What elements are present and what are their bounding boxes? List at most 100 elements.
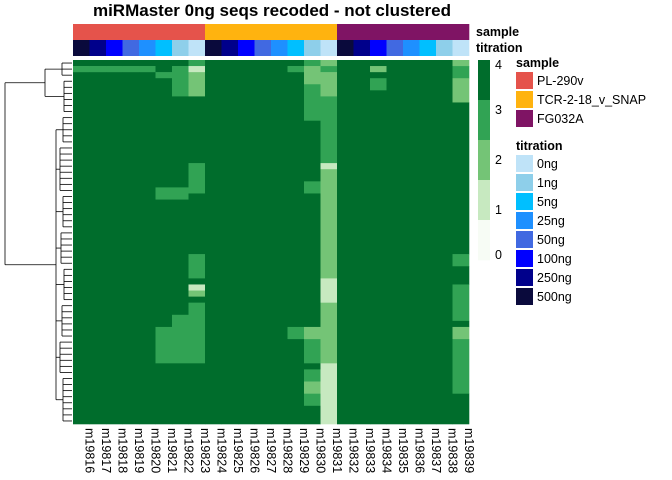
color-scale-tick: 0 bbox=[495, 248, 502, 262]
color-scale-tick: 2 bbox=[495, 153, 502, 167]
heat-cell bbox=[89, 60, 107, 67]
column-label: m19821 bbox=[165, 428, 179, 473]
titration-cell-m19835 bbox=[386, 40, 404, 56]
sample-cell-m19821 bbox=[155, 24, 173, 40]
heat-cell bbox=[172, 60, 189, 67]
titration-legend-swatch bbox=[516, 155, 533, 172]
heat-cell bbox=[188, 290, 206, 297]
value-color-scale: 0 1 2 3 4 bbox=[478, 58, 502, 262]
sample-legend-title: sample bbox=[516, 56, 559, 70]
sample-cell-m19829 bbox=[287, 24, 305, 40]
color-scale-swatch bbox=[478, 180, 490, 221]
column-label: m19826 bbox=[247, 428, 261, 473]
heat-cell bbox=[370, 72, 387, 79]
titration-legend-label: 5ng bbox=[537, 195, 558, 209]
titration-legend-title: titration bbox=[516, 139, 563, 153]
titration-legend-label: 50ng bbox=[537, 233, 565, 247]
titration-cell-m19828 bbox=[271, 40, 288, 56]
column-label: m19820 bbox=[148, 428, 162, 473]
titration-cell-m19827 bbox=[254, 40, 272, 56]
sample-cell-m19816 bbox=[73, 24, 90, 40]
heat-cell bbox=[155, 187, 173, 200]
heat-cell bbox=[73, 72, 90, 425]
sample-cell-m19827 bbox=[254, 24, 272, 40]
heat-cell bbox=[452, 266, 470, 285]
column-label: m19816 bbox=[82, 428, 96, 473]
sample-legend-label: TCR-2-18_v_SNAP bbox=[537, 93, 646, 107]
column-label: m19838 bbox=[445, 428, 459, 473]
sample-cell-m19838 bbox=[436, 24, 453, 40]
heat-cell bbox=[304, 381, 321, 394]
heat-cell bbox=[122, 60, 140, 67]
titration-cell-m19839 bbox=[452, 40, 470, 56]
heat-cell bbox=[106, 60, 123, 67]
color-scale-tick: 1 bbox=[495, 203, 502, 217]
heat-cell bbox=[370, 78, 387, 91]
titration-annotation-label: titration bbox=[476, 41, 523, 55]
sample-cell-m19837 bbox=[419, 24, 437, 40]
color-scale-swatch bbox=[478, 140, 490, 181]
titration-legend-label: 250ng bbox=[537, 271, 572, 285]
titration-legend-label: 1ng bbox=[537, 176, 558, 190]
heat-cell bbox=[452, 102, 470, 255]
sample-cell-m19818 bbox=[106, 24, 123, 40]
heat-cell bbox=[188, 254, 206, 279]
column-label: m19836 bbox=[412, 428, 426, 473]
heat-cell bbox=[304, 405, 321, 425]
column-label: m19819 bbox=[132, 428, 146, 473]
heat-cell bbox=[320, 363, 338, 425]
heat-cell bbox=[452, 393, 470, 425]
heat-cell bbox=[452, 320, 470, 328]
heat-cell bbox=[304, 393, 321, 407]
heat-cell bbox=[320, 302, 338, 364]
heat-cell bbox=[452, 66, 470, 79]
heat-cell bbox=[155, 72, 173, 79]
heat-cell bbox=[155, 60, 173, 73]
heat-cell bbox=[403, 60, 420, 425]
heat-cell bbox=[122, 66, 140, 73]
column-label: m19835 bbox=[396, 428, 410, 473]
titration-legend-label: 500ng bbox=[537, 290, 572, 304]
color-scale-swatch bbox=[478, 100, 490, 141]
heat-cell bbox=[172, 199, 189, 316]
sample-cell-m19820 bbox=[139, 24, 156, 40]
column-label: m19837 bbox=[429, 428, 443, 473]
column-labels: m19816 m19817 m19818 m19819 m19820 m19821 m198… bbox=[82, 428, 476, 473]
heat-cell bbox=[238, 60, 255, 425]
titration-cell-m19823 bbox=[188, 40, 206, 56]
sample-cell-m19836 bbox=[403, 24, 420, 40]
heat-cell bbox=[106, 72, 123, 425]
titration-legend-swatch bbox=[516, 231, 533, 248]
heat-cell bbox=[122, 72, 140, 425]
titration-cell-m19821 bbox=[155, 40, 173, 56]
column-label: m19829 bbox=[297, 428, 311, 473]
titration-cell-m19831 bbox=[320, 40, 338, 56]
heat-cell bbox=[172, 66, 189, 97]
heat-cell bbox=[188, 284, 206, 291]
heat-cell bbox=[155, 199, 173, 328]
heat-cell bbox=[106, 66, 123, 73]
color-scale-tick: 4 bbox=[495, 58, 502, 72]
heat-cell bbox=[188, 72, 206, 97]
sample-legend: PL-290v TCR-2-18_v_SNAP FG032A bbox=[516, 72, 646, 127]
heat-cell bbox=[452, 326, 470, 340]
heat-cell bbox=[254, 60, 272, 425]
titration-cell-m19820 bbox=[139, 40, 156, 56]
heat-cell bbox=[188, 66, 206, 73]
heat-cell bbox=[287, 72, 305, 328]
titration-legend-swatch bbox=[516, 288, 533, 305]
column-label: m19824 bbox=[214, 428, 228, 473]
heat-cell bbox=[89, 66, 107, 73]
heat-cell bbox=[304, 369, 321, 382]
heat-cell bbox=[304, 181, 321, 194]
heat-cell bbox=[320, 72, 338, 97]
heat-cell bbox=[73, 66, 90, 73]
heat-cell bbox=[172, 96, 189, 188]
titration-cell-m19832 bbox=[337, 40, 354, 56]
titration-cell-m19838 bbox=[436, 40, 453, 56]
sample-cell-m19817 bbox=[89, 24, 107, 40]
column-label: m19833 bbox=[363, 428, 377, 473]
heat-cell bbox=[452, 78, 470, 103]
sample-annotation-label: sample bbox=[476, 25, 519, 39]
